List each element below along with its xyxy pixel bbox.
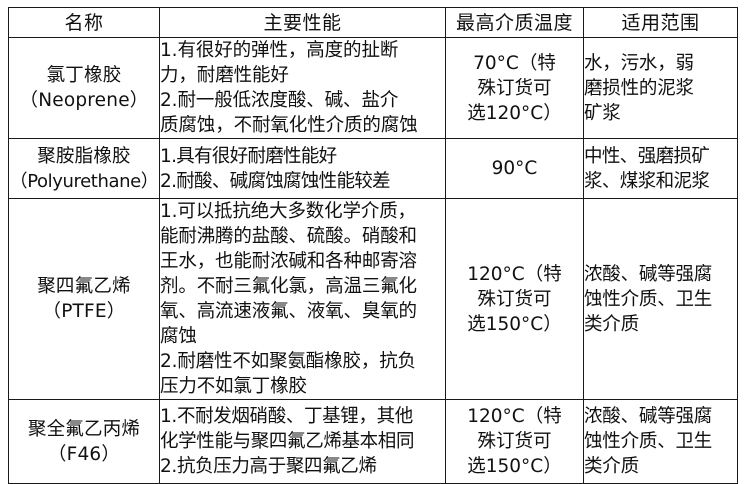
performance-line: 腐蚀	[160, 326, 197, 347]
application-scope-cell: 中性、强磨损矿 浆、煤浆和泥浆	[583, 138, 738, 199]
scope-line: 类介质	[584, 456, 639, 477]
temperature-line: 殊订货可	[477, 77, 552, 99]
temperature-line: 90°C	[491, 158, 538, 179]
max-temperature-cell: 120°C（特 殊订货可 选150°C）	[445, 198, 584, 400]
material-name-cell: 聚全氟乙丙烯 （F46）	[8, 399, 160, 484]
temperature-line: 选120°C）	[467, 102, 562, 124]
table-row: 聚胺脂橡胶 （Polyurethane） 1.具有很好耐磨性能好 2.耐酸、碱腐…	[8, 138, 738, 199]
table-row: 聚四氟乙烯 （PTFE） 1.可以抵抗绝大多数化学介质， 能耐沸腾的盐酸、硫酸。…	[8, 198, 738, 400]
material-name-cell: 氯丁橡胶 （Neoprene）	[8, 37, 160, 139]
performance-line: 2.耐酸、碱腐蚀腐蚀性能较差	[160, 170, 391, 192]
performance-line: 1.具有很好耐磨性能好	[160, 145, 337, 167]
scope-line: 磨损性的泥浆	[584, 77, 694, 99]
performance-line: 剂。不耐三氟化氯，高温三氟化	[160, 276, 417, 297]
max-temperature-cell: 70°C（特 殊订货可 选120°C）	[445, 37, 584, 139]
column-header-application-scope: 适用范围	[583, 7, 738, 38]
column-header-max-temperature: 最高介质温度	[445, 7, 584, 38]
temperature-line: 120°C（特	[467, 263, 562, 285]
max-temperature-cell: 120°C（特 殊订货可 选150°C）	[445, 399, 584, 484]
scope-line: 水，污水，弱	[584, 52, 694, 74]
material-name-en: （PTFE）	[42, 301, 126, 322]
performance-line: 2.耐磨性不如聚氨酯橡胶，抗负	[160, 351, 416, 372]
lining-material-spec-table: 名称 主要性能 最高介质温度 适用范围 氯丁橡胶 （Neoprene） 1.有很…	[8, 7, 738, 484]
scope-line: 浆、煤浆和泥浆	[584, 170, 710, 192]
scope-line: 矿浆	[584, 102, 621, 124]
performance-line: 2.抗负压力高于聚四氟乙烯	[160, 456, 377, 477]
performance-line: 能耐沸腾的盐酸、硫酸。硝酸和	[160, 226, 417, 247]
performance-line: 化学性能与聚四氟乙烯基本相同	[160, 431, 415, 452]
performance-line: 力，耐磨性能好	[160, 65, 289, 86]
performance-line: 王水，也能耐浓碱和各种邮寄溶	[160, 251, 417, 272]
scope-line: 中性、强磨损矿	[584, 145, 710, 167]
performance-line: 2.耐一般低浓度酸、碱、盐介	[160, 90, 399, 111]
table-row: 氯丁橡胶 （Neoprene） 1.有很好的弹性，高度的扯断 力，耐磨性能好 2…	[8, 37, 738, 139]
table-header-row: 名称 主要性能 最高介质温度 适用范围	[8, 7, 738, 38]
temperature-line: 殊订货可	[477, 288, 552, 310]
max-temperature-cell: 90°C	[445, 138, 584, 199]
scope-line: 蚀性介质、卫生	[584, 431, 713, 452]
performance-line: 质腐蚀，不耐氧化性介质的腐蚀	[160, 115, 418, 136]
table-header: 名称 主要性能 最高介质温度 适用范围	[8, 7, 738, 38]
material-performance-cell: 1.具有很好耐磨性能好 2.耐酸、碱腐蚀腐蚀性能较差	[159, 138, 446, 199]
temperature-line: 选150°C）	[467, 456, 562, 477]
temperature-line: 70°C（特	[473, 52, 556, 74]
application-scope-cell: 浓酸、碱等强腐 蚀性介质、卫生 类介质	[583, 198, 738, 400]
material-name-cell: 聚胺脂橡胶 （Polyurethane）	[8, 138, 160, 199]
material-name-cn: 聚全氟乙丙烯	[27, 418, 141, 440]
table-body: 氯丁橡胶 （Neoprene） 1.有很好的弹性，高度的扯断 力，耐磨性能好 2…	[8, 37, 738, 484]
material-performance-cell: 1.不耐发烟硝酸、丁基锂，其他 化学性能与聚四氟乙烯基本相同 2.抗负压力高于聚…	[159, 399, 446, 484]
material-name-cn: 聚四氟乙烯	[37, 276, 131, 297]
application-scope-cell: 水，污水，弱 磨损性的泥浆 矿浆	[583, 37, 738, 139]
material-name-cn: 聚胺脂橡胶	[37, 145, 131, 167]
scope-line: 浓酸、碱等强腐	[584, 406, 713, 427]
temperature-line: 殊订货可	[477, 431, 552, 452]
performance-line: 1.可以抵抗绝大多数化学介质，	[160, 201, 416, 222]
column-header-name: 名称	[8, 7, 160, 38]
temperature-line: 120°C（特	[467, 406, 562, 427]
material-performance-cell: 1.有很好的弹性，高度的扯断 力，耐磨性能好 2.耐一般低浓度酸、碱、盐介 质腐…	[159, 37, 446, 139]
material-name-en: （Polyurethane）	[9, 170, 159, 192]
material-performance-cell: 1.可以抵抗绝大多数化学介质， 能耐沸腾的盐酸、硫酸。硝酸和 王水，也能耐浓碱和…	[159, 198, 446, 400]
performance-line: 1.有很好的弹性，高度的扯断	[160, 40, 399, 61]
performance-line: 1.不耐发烟硝酸、丁基锂，其他	[160, 406, 413, 427]
material-name-en: （Neoprene）	[19, 90, 149, 111]
temperature-line: 选150°C）	[467, 313, 562, 335]
material-name-en: （F46）	[47, 443, 121, 465]
scope-line: 浓酸、碱等强腐	[584, 263, 713, 285]
material-name-cn: 氯丁橡胶	[46, 65, 122, 86]
column-header-performance: 主要性能	[159, 7, 446, 38]
scope-line: 类介质	[584, 313, 639, 335]
performance-line: 压力不如氯丁橡胶	[160, 376, 307, 397]
scope-line: 蚀性介质、卫生	[584, 288, 713, 310]
performance-line: 氧、高流速液氟、液氧、臭氧的	[160, 301, 417, 322]
application-scope-cell: 浓酸、碱等强腐 蚀性介质、卫生 类介质	[583, 399, 738, 484]
table-row: 聚全氟乙丙烯 （F46） 1.不耐发烟硝酸、丁基锂，其他 化学性能与聚四氟乙烯基…	[8, 399, 738, 484]
material-name-cell: 聚四氟乙烯 （PTFE）	[8, 198, 160, 400]
